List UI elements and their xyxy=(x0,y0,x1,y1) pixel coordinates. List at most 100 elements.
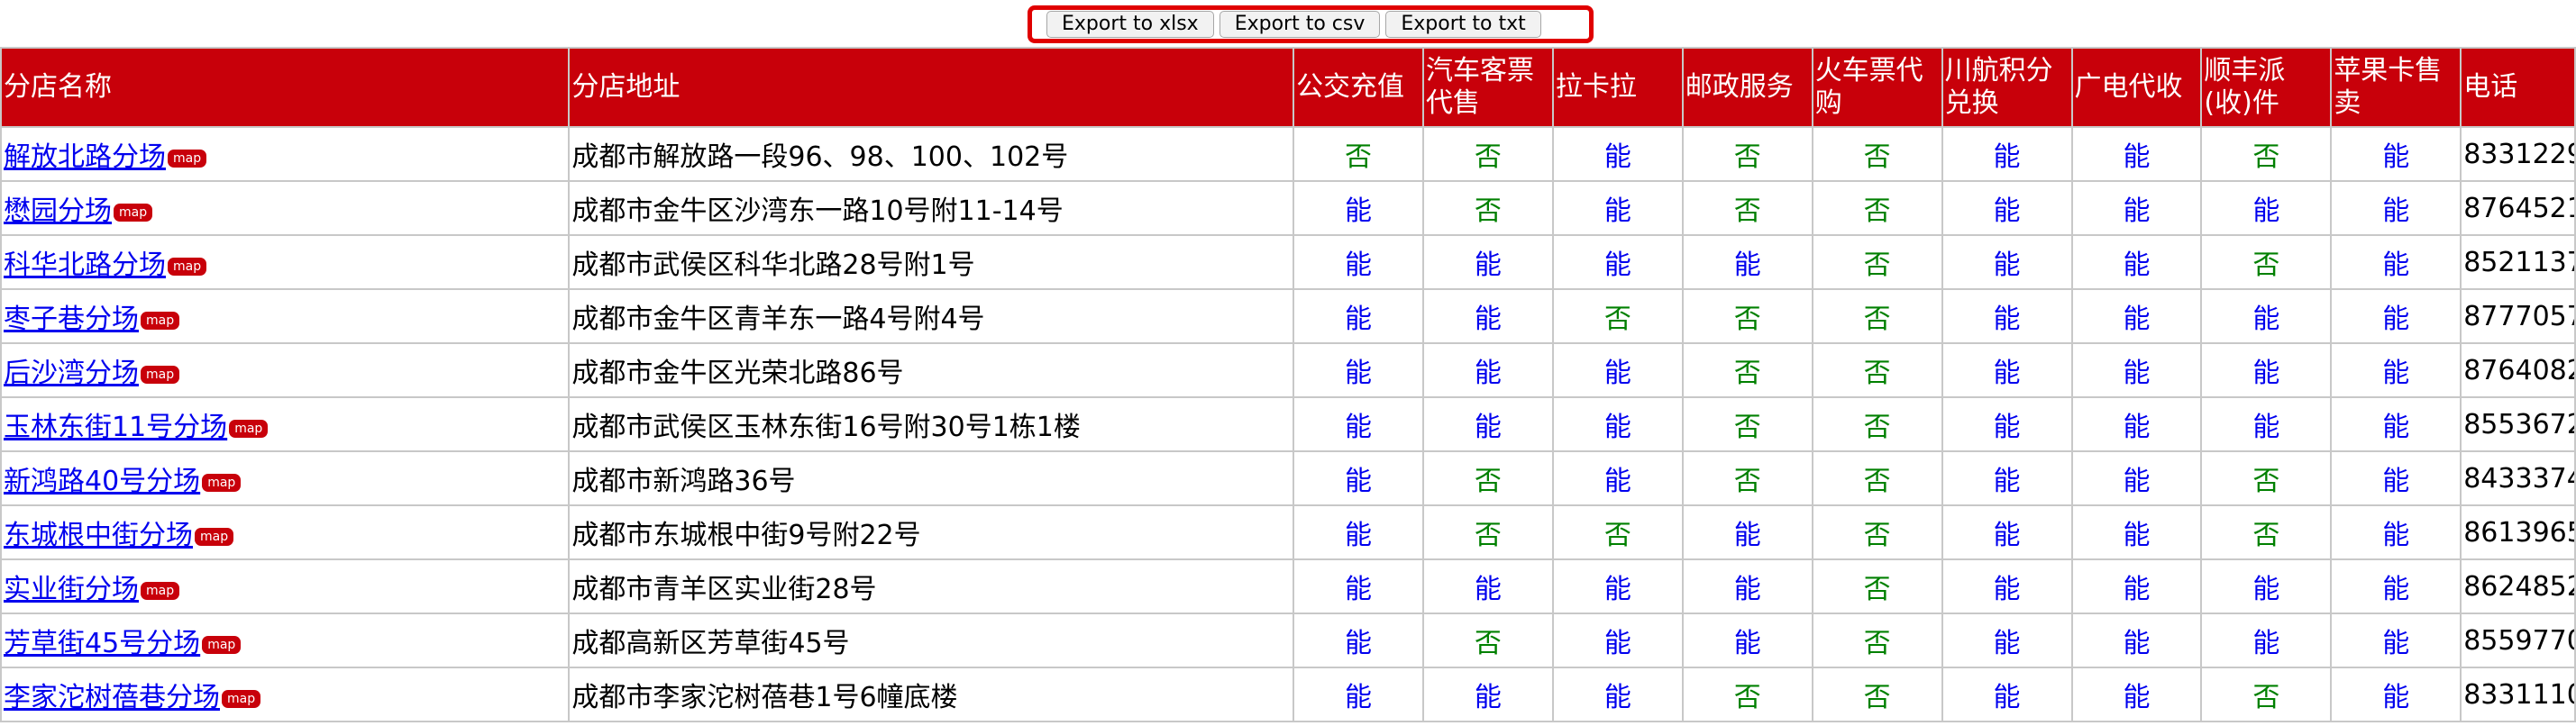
service-cell-train-ticket: 否 xyxy=(1811,342,1943,398)
store-name-cell: 东城根中街分场 map xyxy=(0,504,571,560)
service-cell-apple-card: 能 xyxy=(2330,126,2462,182)
service-cell-postal: 否 xyxy=(1681,396,1813,452)
map-badge[interactable]: map xyxy=(222,690,261,708)
phone-cell: 86139658 xyxy=(2460,504,2576,560)
service-cell-apple-card: 能 xyxy=(2330,396,2462,452)
service-cell-sichuan-air-points: 能 xyxy=(1941,396,2073,452)
service-cell-sf-express: 能 xyxy=(2200,613,2333,668)
map-badge[interactable]: map xyxy=(202,474,242,492)
store-name-link[interactable]: 科华北路分场 xyxy=(4,250,166,281)
phone-cell: 87645218 xyxy=(2460,180,2576,236)
store-name-link[interactable]: 新鸿路40号分场 xyxy=(4,466,201,497)
service-cell-postal: 否 xyxy=(1681,126,1813,182)
service-cell-sichuan-air-points: 能 xyxy=(1941,504,2073,560)
service-cell-cable-tv: 能 xyxy=(2070,558,2203,614)
store-name-cell: 芳草街45号分场 map xyxy=(0,613,571,668)
store-address-cell: 成都市金牛区沙湾东一路10号附11-14号 xyxy=(568,180,1295,236)
export-txt-button[interactable]: Export to txt xyxy=(1385,11,1541,38)
service-cell-lakala: 能 xyxy=(1551,126,1684,182)
store-name-cell: 懋园分场 map xyxy=(0,180,571,236)
store-address-cell: 成都市东城根中街9号附22号 xyxy=(568,504,1295,560)
table-row: 科华北路分场 map 成都市武侯区科华北路28号附1号能能能能否能能否能 852113… xyxy=(0,234,2576,290)
map-badge[interactable]: map xyxy=(168,150,207,168)
store-name-link[interactable]: 后沙湾分场 xyxy=(4,358,139,389)
export-csv-button[interactable]: Export to csv xyxy=(1219,11,1381,38)
map-badge[interactable]: map xyxy=(202,636,242,654)
map-badge[interactable]: map xyxy=(141,312,180,330)
service-cell-postal: 能 xyxy=(1681,613,1813,668)
store-address-cell: 成都市新鸿路36号 xyxy=(568,450,1295,506)
service-cell-train-ticket: 否 xyxy=(1811,180,1943,236)
export-toolbar: Export to xlsx Export to csv Export to t… xyxy=(0,0,2576,47)
service-cell-sf-express: 能 xyxy=(2200,342,2333,398)
service-cell-sf-express: 否 xyxy=(2200,126,2333,182)
phone-cell: 85211372 xyxy=(2460,234,2576,290)
service-cell-cable-tv: 能 xyxy=(2070,126,2203,182)
service-cell-bus-ticket: 能 xyxy=(1421,396,1554,452)
store-address-cell: 成都高新区芳草街45号 xyxy=(568,613,1295,668)
service-cell-bus-recharge: 能 xyxy=(1293,504,1424,560)
service-cell-apple-card: 能 xyxy=(2330,504,2462,560)
table-row: 枣子巷分场map成都市金牛区青羊东一路4号附4号能能否否否能能能能8777057… xyxy=(0,288,2576,344)
service-cell-sf-express: 能 xyxy=(2200,288,2333,344)
service-cell-postal: 能 xyxy=(1681,504,1813,560)
map-badge[interactable]: map xyxy=(168,258,207,276)
service-cell-apple-card: 能 xyxy=(2330,342,2462,398)
table-row: 解放北路分场 map 成都市解放路一段96、98、100、102号否否能否否能能否能… xyxy=(0,126,2576,182)
store-name-link[interactable]: 懋园分场 xyxy=(4,195,112,227)
header-col-postal: 邮政服务 xyxy=(1681,47,1813,128)
table-row: 李家沱树蓓巷分场 map 成都市李家沱树蓓巷1号6幢底楼能能能否否能能否能 83311… xyxy=(0,667,2576,722)
service-cell-cable-tv: 能 xyxy=(2070,667,2203,722)
store-name-link[interactable]: 李家沱树蓓巷分场 xyxy=(4,682,220,713)
map-badge[interactable]: map xyxy=(141,366,180,384)
service-cell-train-ticket: 否 xyxy=(1811,504,1943,560)
map-badge[interactable]: map xyxy=(229,420,269,438)
service-cell-sichuan-air-points: 能 xyxy=(1941,180,2073,236)
export-xlsx-button[interactable]: Export to xlsx xyxy=(1046,11,1214,38)
service-cell-lakala: 能 xyxy=(1551,558,1684,614)
store-address-cell: 成都市武侯区科华北路28号附1号 xyxy=(568,234,1295,290)
table-row: 后沙湾分场map成都市金牛区光荣北路86号能能能否否能能能能87640828 xyxy=(0,342,2576,398)
store-name-link[interactable]: 解放北路分场 xyxy=(4,141,166,173)
service-cell-bus-ticket: 能 xyxy=(1421,558,1554,614)
store-name-link[interactable]: 芳草街45号分场 xyxy=(4,628,201,659)
store-name-link[interactable]: 枣子巷分场 xyxy=(4,304,139,335)
store-address-cell: 成都市李家沱树蓓巷1号6幢底楼 xyxy=(568,667,1295,722)
service-cell-sichuan-air-points: 能 xyxy=(1941,234,2073,290)
service-cell-cable-tv: 能 xyxy=(2070,342,2203,398)
map-badge[interactable]: map xyxy=(195,528,234,546)
service-cell-apple-card: 能 xyxy=(2330,613,2462,668)
store-name-cell: 科华北路分场 map xyxy=(0,234,571,290)
service-cell-sichuan-air-points: 能 xyxy=(1941,450,2073,506)
service-cell-cable-tv: 能 xyxy=(2070,180,2203,236)
store-address-cell: 成都市金牛区青羊东一路4号附4号 xyxy=(568,288,1295,344)
service-cell-bus-ticket: 能 xyxy=(1421,342,1554,398)
service-cell-apple-card: 能 xyxy=(2330,450,2462,506)
service-cell-bus-recharge: 能 xyxy=(1293,342,1424,398)
table-row: 东城根中街分场map成都市东城根中街9号附22号能否否能否能能否能8613965… xyxy=(0,504,2576,560)
service-cell-cable-tv: 能 xyxy=(2070,504,2203,560)
service-cell-lakala: 能 xyxy=(1551,450,1684,506)
store-name-link[interactable]: 实业街分场 xyxy=(4,574,139,605)
store-name-link[interactable]: 东城根中街分场 xyxy=(4,520,193,551)
service-cell-sichuan-air-points: 能 xyxy=(1941,558,2073,614)
store-address-cell: 成都市青羊区实业街28号 xyxy=(568,558,1295,614)
service-cell-lakala: 能 xyxy=(1551,180,1684,236)
service-cell-lakala: 能 xyxy=(1551,342,1684,398)
map-badge[interactable]: map xyxy=(114,204,153,222)
header-col-cable-tv: 广电代收 xyxy=(2070,47,2203,128)
service-cell-apple-card: 能 xyxy=(2330,558,2462,614)
service-cell-bus-recharge: 能 xyxy=(1293,288,1424,344)
map-badge[interactable]: map xyxy=(141,582,180,600)
table-row: 玉林东街11号分场 map 成都市武侯区玉林东街16号附30号1栋1楼能能能否否能能… xyxy=(0,396,2576,452)
service-cell-apple-card: 能 xyxy=(2330,667,2462,722)
header-col-store-name: 分店名称 xyxy=(0,47,571,128)
service-cell-cable-tv: 能 xyxy=(2070,450,2203,506)
header-col-bus-ticket: 汽车客票代售 xyxy=(1421,47,1554,128)
service-cell-bus-recharge: 能 xyxy=(1293,450,1424,506)
store-name-link[interactable]: 玉林东街11号分场 xyxy=(4,412,228,443)
table-header-row: 分店名称 分店地址 公交充值 汽车客票代售 拉卡拉 邮政服务 火车票代购 川航积分兑换 广电代收… xyxy=(0,47,2576,128)
header-col-sf-express: 顺丰派(收)件 xyxy=(2200,47,2333,128)
service-cell-train-ticket: 否 xyxy=(1811,396,1943,452)
header-col-lakala: 拉卡拉 xyxy=(1551,47,1684,128)
